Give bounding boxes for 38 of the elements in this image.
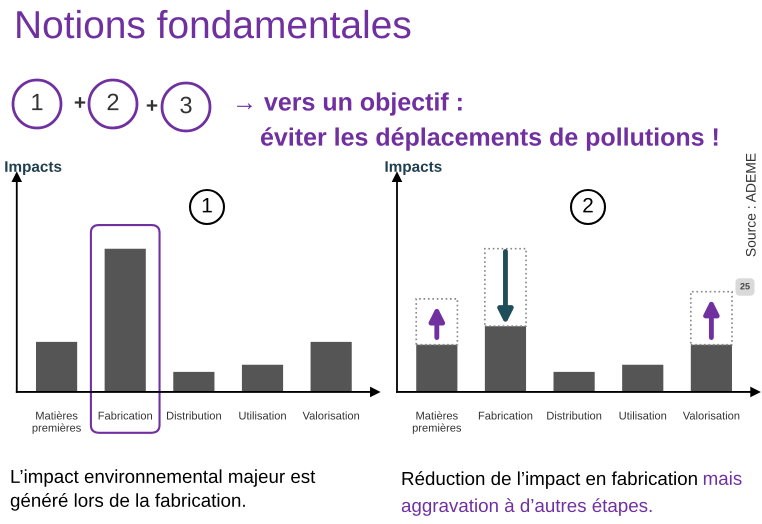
text: éviter les déplacements de pollutions ! — [260, 127, 718, 151]
bar — [310, 342, 352, 392]
bar — [554, 372, 595, 392]
text: 1 — [202, 198, 212, 212]
text: L’impact environnemental majeur est généré lors de la fabrication. — [10, 469, 316, 511]
x-tick-label: Distribution — [547, 411, 602, 420]
x-tick-label: Fabrication — [478, 411, 532, 420]
bar — [173, 372, 214, 392]
bar — [484, 326, 526, 392]
y-axis-title: Impacts — [385, 161, 442, 175]
x-tick-label: Utilisation — [239, 411, 286, 420]
x-tick-label: Valorisation — [302, 411, 360, 420]
text: mais — [704, 471, 742, 486]
text: → vers un objectif : — [237, 92, 462, 116]
x-tick-label: Utilisation — [620, 411, 666, 420]
text: aggravation à d’autres étapes. — [402, 498, 652, 516]
x-tick-label: Fabrication — [98, 411, 152, 420]
chart-title: Notions fondamentales — [17, 10, 410, 38]
x-tick-label: Valorisation — [682, 411, 740, 420]
text: 1 — [32, 94, 42, 110]
annotation: 25 — [740, 283, 750, 290]
bar — [622, 364, 664, 392]
y-axis-title: Impacts — [5, 161, 62, 175]
text: + — [74, 97, 86, 108]
text: + — [146, 100, 158, 111]
bar — [104, 248, 146, 392]
bar — [242, 364, 284, 392]
bar — [416, 344, 458, 392]
text: Réduction de l’impact en fabrication — [402, 471, 697, 489]
annotation: Source : ADEME — [746, 153, 756, 256]
text: 2 — [108, 94, 118, 110]
x-tick-label: Distribution — [166, 411, 221, 420]
bar — [690, 344, 732, 392]
x-tick-label: Matières premières — [412, 411, 462, 434]
text: 2 — [583, 198, 593, 212]
text: 3 — [180, 96, 192, 114]
x-tick-label: Matières premières — [32, 411, 81, 434]
bar — [36, 342, 78, 392]
